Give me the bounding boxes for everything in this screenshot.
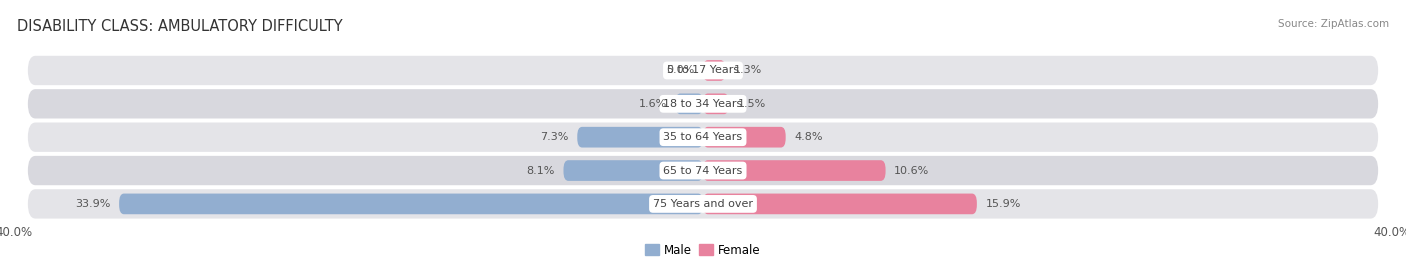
FancyBboxPatch shape <box>703 94 728 114</box>
Text: 1.6%: 1.6% <box>638 99 666 109</box>
Legend: Male, Female: Male, Female <box>641 239 765 261</box>
Text: 1.3%: 1.3% <box>734 65 762 76</box>
FancyBboxPatch shape <box>28 89 1378 119</box>
Text: 7.3%: 7.3% <box>540 132 568 142</box>
Text: 18 to 34 Years: 18 to 34 Years <box>664 99 742 109</box>
Text: 1.5%: 1.5% <box>738 99 766 109</box>
FancyBboxPatch shape <box>28 56 1378 85</box>
FancyBboxPatch shape <box>703 127 786 147</box>
Text: Source: ZipAtlas.com: Source: ZipAtlas.com <box>1278 19 1389 29</box>
FancyBboxPatch shape <box>28 156 1378 185</box>
FancyBboxPatch shape <box>675 94 703 114</box>
Text: 0.0%: 0.0% <box>666 65 695 76</box>
Text: 4.8%: 4.8% <box>794 132 823 142</box>
FancyBboxPatch shape <box>703 60 725 81</box>
Text: 5 to 17 Years: 5 to 17 Years <box>666 65 740 76</box>
Text: 35 to 64 Years: 35 to 64 Years <box>664 132 742 142</box>
FancyBboxPatch shape <box>28 189 1378 219</box>
FancyBboxPatch shape <box>564 160 703 181</box>
FancyBboxPatch shape <box>120 194 703 214</box>
Text: 10.6%: 10.6% <box>894 165 929 176</box>
Text: 15.9%: 15.9% <box>986 199 1021 209</box>
FancyBboxPatch shape <box>703 160 886 181</box>
Text: 65 to 74 Years: 65 to 74 Years <box>664 165 742 176</box>
FancyBboxPatch shape <box>28 122 1378 152</box>
Text: 8.1%: 8.1% <box>526 165 555 176</box>
FancyBboxPatch shape <box>578 127 703 147</box>
Text: 75 Years and over: 75 Years and over <box>652 199 754 209</box>
Text: DISABILITY CLASS: AMBULATORY DIFFICULTY: DISABILITY CLASS: AMBULATORY DIFFICULTY <box>17 19 343 34</box>
Text: 33.9%: 33.9% <box>75 199 111 209</box>
FancyBboxPatch shape <box>703 194 977 214</box>
